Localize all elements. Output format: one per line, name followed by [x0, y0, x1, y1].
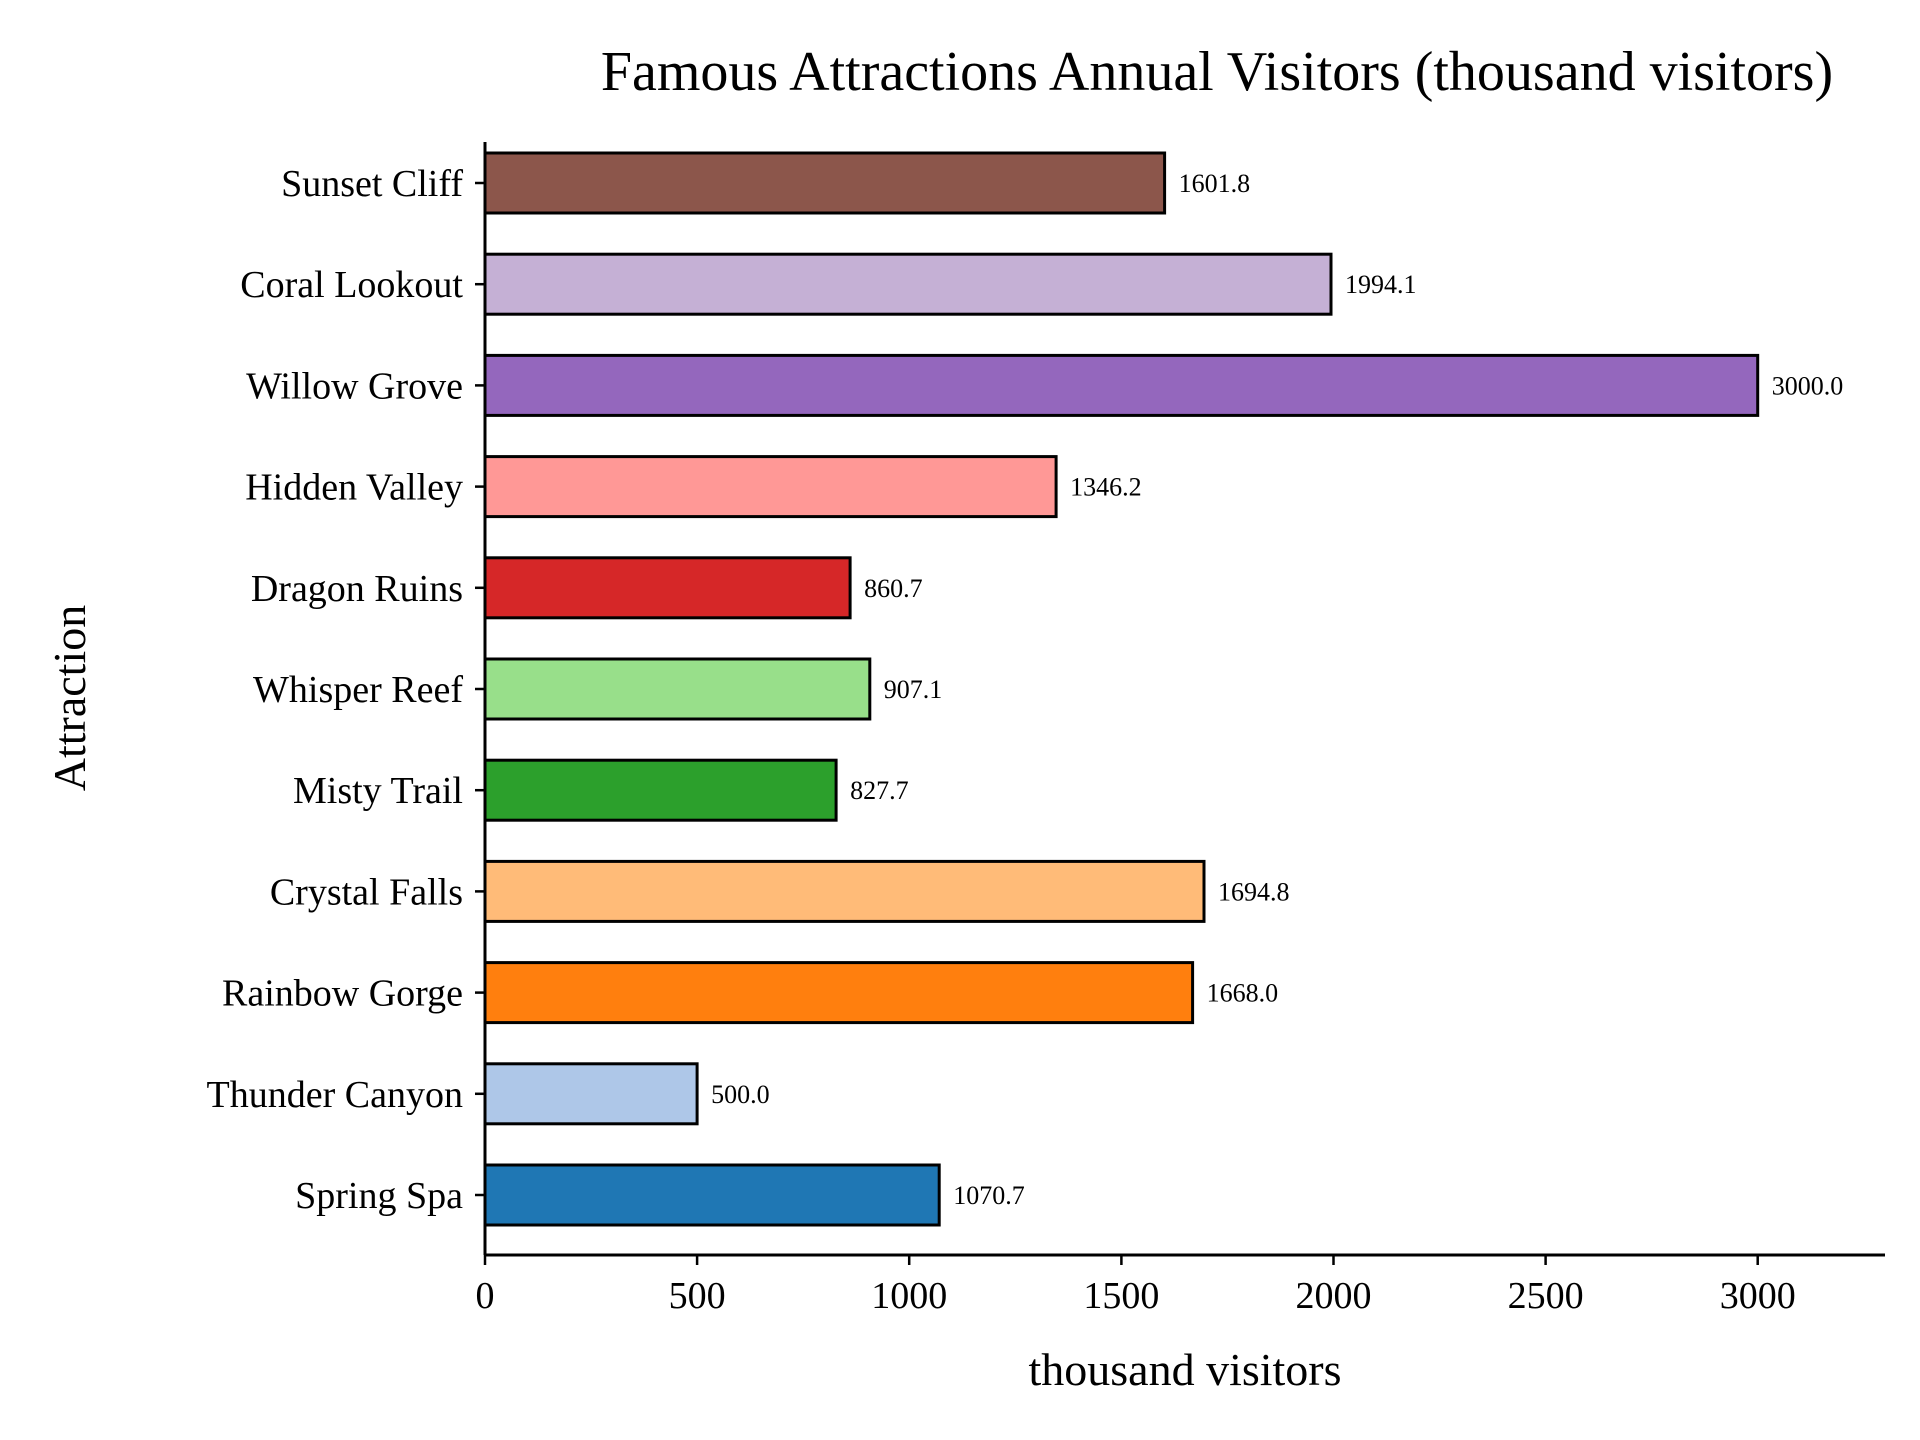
x-tick-label-500: 500 [669, 1275, 726, 1317]
bar-sunset-cliff [483, 151, 1167, 215]
y-tick-label-whisper-reef: Whisper Reef [253, 669, 463, 711]
y-tick-label-willow-grove: Willow Grove [246, 365, 463, 407]
bar-whisper-reef [483, 657, 872, 721]
value-label-misty-trail: 827.7 [850, 776, 909, 805]
x-tick-label-1000: 1000 [871, 1275, 947, 1317]
value-label-sunset-cliff: 1601.8 [1179, 169, 1251, 198]
x-tick-label-1500: 1500 [1083, 1275, 1159, 1317]
value-label-willow-grove: 3000.0 [1772, 371, 1844, 400]
bar-thunder-canyon [483, 1062, 699, 1126]
y-tick-label-thunder-canyon: Thunder Canyon [207, 1074, 463, 1116]
bars-layer [483, 151, 1760, 1227]
value-label-rainbow-gorge: 1668.0 [1207, 979, 1279, 1008]
bar-coral-lookout [483, 252, 1333, 316]
x-tick-label-0: 0 [476, 1275, 495, 1317]
y-tick-label-rainbow-gorge: Rainbow Gorge [222, 973, 463, 1015]
y-tick-label-crystal-falls: Crystal Falls [270, 871, 463, 913]
value-label-whisper-reef: 907.1 [884, 675, 943, 704]
x-tick-label-3000: 3000 [1720, 1275, 1796, 1317]
bar-willow-grove [483, 353, 1760, 417]
bar-crystal-falls [483, 859, 1206, 923]
y-tick-label-hidden-valley: Hidden Valley [245, 467, 463, 509]
y-tick-label-sunset-cliff: Sunset Cliff [281, 163, 463, 205]
bar-hidden-valley [483, 455, 1058, 519]
y-tick-label-misty-trail: Misty Trail [293, 770, 463, 812]
value-labels-layer: 1070.7 500.0 1668.0 1694.8 827.7 907.1 860.7 13… [711, 169, 1843, 1210]
bar-rainbow-gorge [483, 961, 1195, 1025]
value-label-thunder-canyon: 500.0 [711, 1080, 770, 1109]
x-axis-ticks: 0 500 1000 1500 2000 2500 3000 [476, 1255, 1796, 1317]
bar-dragon-ruins [483, 556, 852, 620]
value-label-dragon-ruins: 860.7 [864, 574, 923, 603]
y-tick-label-coral-lookout: Coral Lookout [240, 264, 463, 306]
value-label-coral-lookout: 1994.1 [1345, 270, 1417, 299]
value-label-spring-spa: 1070.7 [953, 1181, 1024, 1210]
x-axis-label: thousand visitors [1028, 1344, 1341, 1395]
x-tick-label-2000: 2000 [1296, 1275, 1372, 1317]
x-tick-label-2500: 2500 [1508, 1275, 1584, 1317]
chart-title: Famous Attractions Annual Visitors (thou… [601, 41, 1833, 103]
value-label-crystal-falls: 1694.8 [1218, 877, 1290, 906]
value-label-hidden-valley: 1346.2 [1070, 473, 1142, 502]
bar-spring-spa [483, 1163, 941, 1227]
y-axis-label: Attraction [44, 605, 95, 792]
y-tick-label-dragon-ruins: Dragon Ruins [251, 568, 463, 610]
y-axis-ticks: Spring Spa Thunder Canyon Rainbow Gorge Cry… [207, 163, 485, 1217]
bar-misty-trail [483, 758, 838, 822]
y-tick-label-spring-spa: Spring Spa [295, 1175, 463, 1217]
